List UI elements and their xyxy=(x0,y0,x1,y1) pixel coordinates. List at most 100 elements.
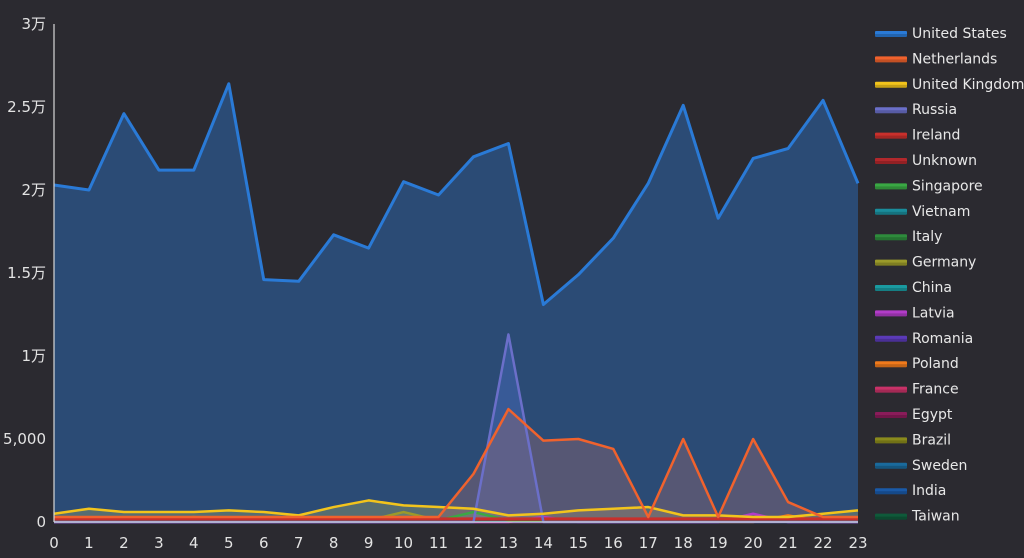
x-tick-label: 12 xyxy=(464,534,483,552)
y-tick-label: 5,000 xyxy=(3,430,46,448)
legend-swatch-shade xyxy=(875,59,907,63)
legend-swatch xyxy=(875,234,907,241)
x-tick-label: 13 xyxy=(499,534,518,552)
legend-swatch-shade xyxy=(875,389,907,393)
line-united-states xyxy=(53,82,860,307)
legend-swatch-shade xyxy=(875,338,907,342)
legend-swatch xyxy=(875,158,907,164)
legend-swatch-shade xyxy=(875,465,907,469)
legend-swatch xyxy=(875,412,907,418)
area-netherlands xyxy=(54,409,858,522)
x-tick-label: 16 xyxy=(604,534,623,552)
legend-swatch-shade xyxy=(875,313,907,317)
x-tick-label: 2 xyxy=(119,534,129,552)
legend-label: Vietnam xyxy=(912,204,970,220)
x-tick-label: 23 xyxy=(848,534,867,552)
series-areas xyxy=(54,83,858,522)
legend-item-italy[interactable]: Italy xyxy=(875,229,942,245)
legend-item-latvia[interactable]: Latvia xyxy=(875,305,955,321)
axes xyxy=(53,24,858,523)
legend-swatch-shade xyxy=(875,364,907,368)
legend-item-germany[interactable]: Germany xyxy=(875,255,976,271)
area-united-states xyxy=(54,83,858,522)
legend-swatch xyxy=(875,462,907,469)
legend-item-sweden[interactable]: Sweden xyxy=(875,458,967,474)
legend-label: Russia xyxy=(912,102,957,118)
x-tick-label: 6 xyxy=(259,534,269,552)
legend-swatch-shade xyxy=(875,288,907,291)
x-tick-label: 22 xyxy=(813,534,832,552)
y-tick-label: 2万 xyxy=(21,181,46,199)
x-tick-label: 0 xyxy=(49,534,59,552)
line-netherlands xyxy=(54,407,858,519)
legend-item-united-states[interactable]: United States xyxy=(875,26,1007,42)
legend[interactable]: United States Netherlands United Kingdom Ru… xyxy=(875,26,1024,525)
x-tick-label: 11 xyxy=(429,534,448,552)
y-tick-label: 0 xyxy=(36,513,46,531)
legend-label: China xyxy=(912,280,952,296)
x-tick-label: 17 xyxy=(639,534,658,552)
legend-label: United States xyxy=(912,26,1007,42)
legend-label: Latvia xyxy=(912,305,955,321)
legend-label: United Kingdom xyxy=(912,77,1024,93)
legend-swatch xyxy=(875,259,907,266)
legend-swatch-shade xyxy=(875,34,907,37)
legend-swatch xyxy=(875,107,907,114)
legend-swatch xyxy=(875,31,907,37)
legend-swatch-shade xyxy=(875,262,907,266)
legend-item-ireland[interactable]: Ireland xyxy=(875,128,960,144)
legend-swatch-shade xyxy=(875,161,907,164)
legend-item-russia[interactable]: Russia xyxy=(875,102,957,118)
x-tick-label: 8 xyxy=(329,534,339,552)
x-tick-label: 21 xyxy=(779,534,798,552)
legend-label: Egypt xyxy=(912,407,953,423)
legend-swatch xyxy=(875,488,907,495)
legend-swatch xyxy=(875,208,907,215)
y-tick-label: 1.5万 xyxy=(7,264,46,282)
legend-label: Romania xyxy=(912,331,973,347)
legend-swatch-shade xyxy=(875,135,907,139)
legend-item-romania[interactable]: Romania xyxy=(875,331,973,347)
x-tick-label: 9 xyxy=(364,534,374,552)
legend-label: Poland xyxy=(912,356,959,372)
x-tick-label: 4 xyxy=(189,534,199,552)
x-tick-label: 20 xyxy=(744,534,763,552)
legend-swatch xyxy=(875,285,907,291)
legend-label: Singapore xyxy=(912,178,983,194)
legend-swatch xyxy=(875,335,907,342)
legend-item-united-kingdom[interactable]: United Kingdom xyxy=(875,77,1024,93)
legend-item-india[interactable]: India xyxy=(875,483,946,499)
legend-swatch-shade xyxy=(875,491,907,495)
x-tick-label: 19 xyxy=(709,534,728,552)
legend-swatch-shade xyxy=(875,415,907,418)
legend-swatch-shade xyxy=(875,211,907,215)
legend-item-egypt[interactable]: Egypt xyxy=(875,407,953,423)
legend-label: Sweden xyxy=(912,458,967,474)
legend-swatch xyxy=(875,386,907,393)
line-united-kingdom xyxy=(53,499,859,519)
legend-label: Brazil xyxy=(912,432,951,448)
legend-swatch xyxy=(875,183,907,190)
legend-swatch xyxy=(875,310,907,317)
legend-label: Netherlands xyxy=(912,51,997,67)
legend-label: Ireland xyxy=(912,128,960,144)
legend-swatch-shade xyxy=(875,84,907,88)
legend-swatch xyxy=(875,56,907,63)
x-axis-ticks: 0 1 2 3 4 5 6 7 8 9 10 11 12 13 14 15 16 17 18 19 20 21 22 23 xyxy=(49,534,867,552)
legend-item-france[interactable]: France xyxy=(875,382,959,398)
legend-label: Italy xyxy=(912,229,942,245)
legend-item-taiwan[interactable]: Taiwan xyxy=(875,509,960,525)
legend-item-china[interactable]: China xyxy=(875,280,952,296)
legend-item-netherlands[interactable]: Netherlands xyxy=(875,51,997,67)
legend-item-unknown[interactable]: Unknown xyxy=(875,153,977,169)
y-tick-label: 2.5万 xyxy=(7,98,46,116)
legend-swatch xyxy=(875,361,907,368)
legend-item-poland[interactable]: Poland xyxy=(875,356,959,372)
legend-item-singapore[interactable]: Singapore xyxy=(875,178,983,194)
legend-item-brazil[interactable]: Brazil xyxy=(875,432,951,448)
x-tick-label: 15 xyxy=(569,534,588,552)
y-axis-ticks: 0 5,000 1万 1.5万 2万 2.5万 3万 xyxy=(3,15,46,531)
legend-item-vietnam[interactable]: Vietnam xyxy=(875,204,970,220)
legend-swatch xyxy=(875,132,907,139)
